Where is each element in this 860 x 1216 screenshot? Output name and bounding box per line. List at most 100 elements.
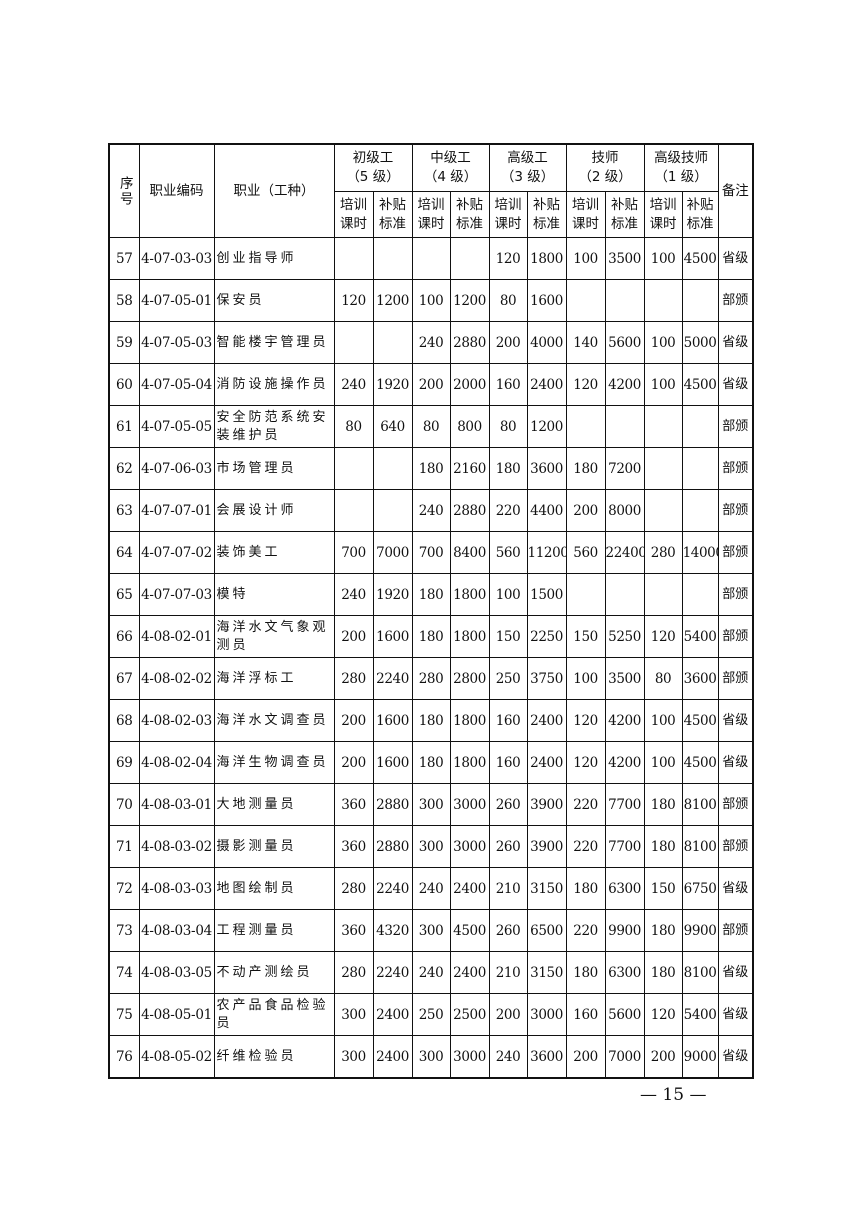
cell-training-hours: 260 <box>488 825 528 868</box>
cell-training-hours: 100 <box>643 237 683 280</box>
row-note: 部颁 <box>717 909 754 952</box>
row-note: 省级 <box>717 867 754 910</box>
cell-subsidy: 3500 <box>604 237 645 280</box>
cell-subsidy: 5000 <box>681 321 719 364</box>
cell-training-hours: 120 <box>565 363 606 406</box>
cell-subsidy: 2880 <box>449 321 490 364</box>
table-row: 66 4-08-02-01 海洋水文气象观测员 200 1600 180 1800 150 22… <box>108 615 754 658</box>
row-occupation: 装饰美工 <box>213 531 335 574</box>
cell-subsidy: 3500 <box>604 657 645 700</box>
cell-training-hours: 180 <box>488 447 528 490</box>
row-note: 省级 <box>717 1035 754 1079</box>
cell-subsidy: 8100 <box>681 951 719 994</box>
cell-subsidy: 9900 <box>681 909 719 952</box>
cell-training-hours: 280 <box>333 867 374 910</box>
row-code: 4-08-03-03 <box>138 867 215 910</box>
cell-training-hours: 100 <box>643 321 683 364</box>
row-occupation: 海洋浮标工 <box>213 657 335 700</box>
cell-subsidy: 2400 <box>449 951 490 994</box>
row-seq: 65 <box>108 573 140 616</box>
row-note: 部颁 <box>717 279 754 322</box>
table-row: 57 4-07-03-03 创业指导师 120 1800 100 3500 100 4500 省级 <box>108 237 754 280</box>
row-seq: 70 <box>108 783 140 826</box>
cell-subsidy: 2400 <box>372 993 413 1036</box>
cell-subsidy: 7700 <box>604 783 645 826</box>
cell-training-hours: 200 <box>488 993 528 1036</box>
cell-subsidy: 4200 <box>604 363 645 406</box>
cell-training-hours: 200 <box>411 363 451 406</box>
row-seq: 61 <box>108 405 140 448</box>
cell-subsidy: 4500 <box>681 363 719 406</box>
cell-training-hours: 200 <box>333 699 374 742</box>
row-note: 省级 <box>717 321 754 364</box>
cell-training-hours: 210 <box>488 951 528 994</box>
table-row: 59 4-07-05-03 智能楼宇管理员 240 2880 200 4000 140 5600… <box>108 321 754 364</box>
cell-training-hours <box>333 447 374 490</box>
row-occupation: 农产品食品检验员 <box>213 993 335 1036</box>
cell-training-hours: 240 <box>333 573 374 616</box>
cell-subsidy: 2400 <box>526 741 567 784</box>
row-occupation: 工程测量员 <box>213 909 335 952</box>
cell-training-hours: 260 <box>488 783 528 826</box>
cell-training-hours <box>643 405 683 448</box>
cell-training-hours: 240 <box>411 951 451 994</box>
cell-training-hours: 180 <box>411 741 451 784</box>
cell-training-hours: 150 <box>643 867 683 910</box>
cell-training-hours: 360 <box>333 783 374 826</box>
cell-subsidy: 4500 <box>449 909 490 952</box>
cell-training-hours: 200 <box>488 321 528 364</box>
row-seq: 59 <box>108 321 140 364</box>
cell-subsidy: 1800 <box>449 699 490 742</box>
row-occupation: 安全防范系统安装维护员 <box>213 405 335 448</box>
cell-subsidy <box>681 279 719 322</box>
cell-subsidy: 2160 <box>449 447 490 490</box>
cell-subsidy: 6500 <box>526 909 567 952</box>
row-code: 4-07-07-02 <box>138 531 215 574</box>
cell-subsidy: 1600 <box>372 699 413 742</box>
cell-subsidy: 4200 <box>604 741 645 784</box>
cell-training-hours: 100 <box>643 699 683 742</box>
level-grade: （5 级） <box>346 169 400 185</box>
cell-training-hours: 300 <box>411 783 451 826</box>
row-code: 4-08-05-01 <box>138 993 215 1036</box>
row-code: 4-07-05-01 <box>138 279 215 322</box>
cell-subsidy: 1200 <box>449 279 490 322</box>
cell-subsidy: 2000 <box>449 363 490 406</box>
table-row: 58 4-07-05-01 保安员 120 1200 100 1200 80 1600 部颁 <box>108 279 754 322</box>
table-row: 73 4-08-03-04 工程测量员 360 4320 300 4500 260 6500 22… <box>108 909 754 952</box>
level-grade: （3 级） <box>500 169 555 185</box>
table-row: 68 4-08-02-03 海洋水文调查员 200 1600 180 1800 160 2400… <box>108 699 754 742</box>
row-code: 4-07-07-01 <box>138 489 215 532</box>
cell-training-hours: 240 <box>411 321 451 364</box>
cell-subsidy: 2880 <box>449 489 490 532</box>
cell-training-hours: 180 <box>643 783 683 826</box>
cell-training-hours: 100 <box>411 279 451 322</box>
cell-subsidy: 8100 <box>681 825 719 868</box>
cell-training-hours: 260 <box>488 909 528 952</box>
row-occupation: 不动产测绘员 <box>213 951 335 994</box>
cell-training-hours: 120 <box>565 699 606 742</box>
table-row: 67 4-08-02-02 海洋浮标工 280 2240 280 2800 250 3750 10… <box>108 657 754 700</box>
cell-training-hours: 560 <box>565 531 606 574</box>
cell-training-hours: 100 <box>565 237 606 280</box>
row-occupation: 海洋水文气象观测员 <box>213 615 335 658</box>
row-note: 部颁 <box>717 783 754 826</box>
cell-training-hours: 280 <box>643 531 683 574</box>
row-code: 4-08-02-02 <box>138 657 215 700</box>
cell-training-hours: 160 <box>565 993 606 1036</box>
cell-subsidy: 2800 <box>449 657 490 700</box>
row-code: 4-08-03-02 <box>138 825 215 868</box>
cell-training-hours: 220 <box>488 489 528 532</box>
row-seq: 76 <box>108 1035 140 1079</box>
row-occupation: 大地测量员 <box>213 783 335 826</box>
row-occupation: 消防设施操作员 <box>213 363 335 406</box>
cell-subsidy <box>604 279 645 322</box>
cell-training-hours: 300 <box>411 1035 451 1079</box>
cell-training-hours: 100 <box>488 573 528 616</box>
cell-training-hours: 80 <box>333 405 374 448</box>
header-hours: 培训课时 <box>643 191 683 238</box>
cell-training-hours: 200 <box>333 615 374 658</box>
cell-subsidy: 1800 <box>449 741 490 784</box>
cell-training-hours: 250 <box>411 993 451 1036</box>
row-code: 4-07-06-03 <box>138 447 215 490</box>
